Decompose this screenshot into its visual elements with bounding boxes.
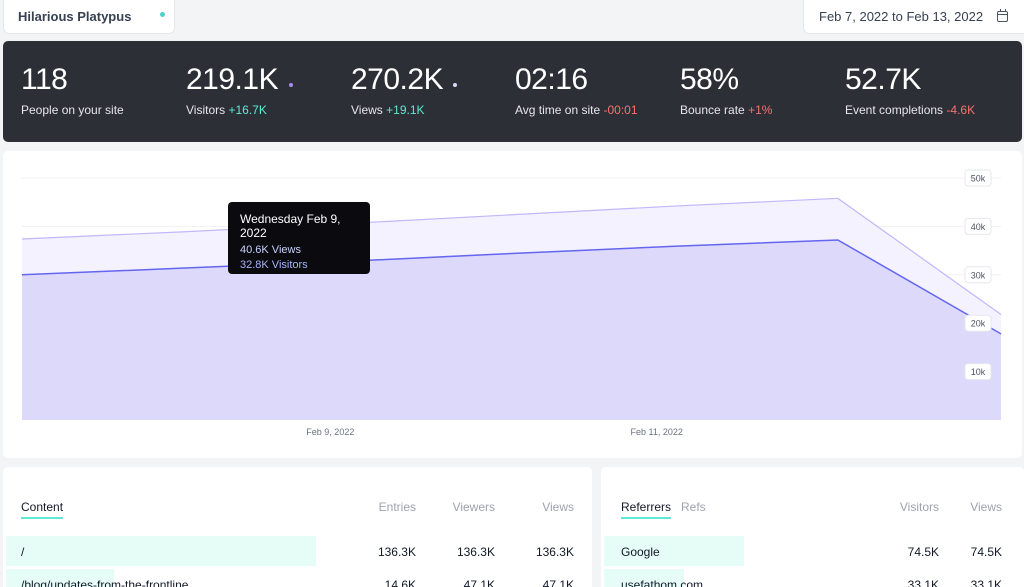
- row-viewers: 47.1K: [463, 578, 495, 587]
- row-entries: 14.6K: [384, 578, 416, 587]
- stat-current-visitors: 118 People on your site: [21, 61, 124, 117]
- stat-avg-time: 02:16 Avg time on site -00:01: [515, 61, 638, 117]
- row-referrer[interactable]: Google: [621, 545, 660, 559]
- y-tick-box: [964, 217, 992, 235]
- date-range-picker[interactable]: Feb 7, 2022 to Feb 13, 2022: [803, 0, 1024, 34]
- row-share-bar: [604, 536, 744, 566]
- stats-panel: 118 People on your site 219.1K Visitors …: [3, 41, 1022, 142]
- stat-value: 219.1K: [186, 63, 279, 96]
- column-header-views[interactable]: Views: [542, 500, 574, 514]
- y-tick-box: [964, 266, 992, 284]
- views-series-dot: [453, 83, 457, 87]
- row-referrer[interactable]: usefathom.com: [621, 578, 704, 587]
- row-views: 136.3K: [535, 545, 574, 559]
- tooltip-visitors: 32.8K Visitors: [240, 259, 308, 271]
- stat-value: 270.2K: [351, 63, 444, 96]
- stat-label: Views +19.1K: [351, 103, 425, 117]
- y-tick-label: 30k: [971, 270, 986, 280]
- y-tick-box: [964, 169, 992, 187]
- stat-event-completions: 52.7K Event completions -4.6K: [845, 61, 975, 117]
- row-views: 47.1K: [542, 578, 574, 587]
- tab-refs[interactable]: Refs: [681, 500, 706, 514]
- traffic-chart[interactable]: 10k 20k 30k 40k 50k Feb 9, 2022 Feb 11, 2022: [3, 151, 1022, 458]
- y-tick-label: 10k: [971, 367, 986, 377]
- y-tick-label: 50k: [971, 174, 986, 184]
- tab-referrers[interactable]: Referrers: [621, 500, 672, 519]
- tooltip-date: Wednesday Feb 9, 2022: [240, 212, 341, 240]
- row-path[interactable]: /blog/updates-from-the-frontline: [21, 578, 189, 587]
- column-header-views[interactable]: Views: [970, 500, 1002, 514]
- content-card: Content Entries Viewers Views / 136.3K 1…: [3, 467, 592, 587]
- stat-value: 118: [21, 63, 68, 96]
- area-visitors: [22, 239, 1001, 420]
- x-tick-label: Feb 11, 2022: [630, 427, 682, 437]
- row-share-bar: [604, 569, 684, 587]
- stat-label: Avg time on site -00:01: [515, 103, 638, 117]
- stat-value: 52.7K: [845, 63, 921, 96]
- stat-change: -4.6K: [946, 103, 976, 117]
- row-visitors: 74.5K: [907, 545, 939, 559]
- stat-label: Visitors +16.7K: [186, 103, 267, 117]
- y-tick-box: [964, 314, 992, 332]
- x-tick-label: Feb 9, 2022: [306, 427, 354, 437]
- stat-visitors[interactable]: 219.1K Visitors +16.7K: [186, 61, 293, 117]
- chart-card[interactable]: 10k 20k 30k 40k 50k Feb 9, 2022 Feb 11, 2022: [3, 151, 1022, 458]
- y-tick-box: [964, 363, 992, 381]
- stat-value: 58%: [680, 63, 739, 96]
- row-share-bar: [6, 536, 316, 566]
- stat-label: People on your site: [21, 103, 124, 117]
- tooltip-views: 40.6K Views: [240, 244, 301, 256]
- site-name: Hilarious Platypus: [18, 9, 132, 24]
- column-header-entries[interactable]: Entries: [378, 500, 416, 514]
- chart-tooltip: Wednesday Feb 9, 2022 40.6K Views 32.8K …: [228, 202, 370, 274]
- table-row[interactable]: / 136.3K 136.3K 136.3K: [3, 536, 592, 566]
- row-entries: 136.3K: [377, 545, 416, 559]
- row-share-bar: [6, 569, 114, 587]
- live-status-dot: [160, 12, 165, 17]
- table-row[interactable]: Google 74.5K 74.5K: [601, 536, 1024, 566]
- stat-change: +16.7K: [228, 103, 267, 117]
- y-tick-label: 40k: [971, 222, 986, 232]
- stat-bounce-rate: 58% Bounce rate +1%: [680, 61, 772, 117]
- row-path[interactable]: /: [21, 545, 25, 559]
- content-title[interactable]: Content: [21, 500, 64, 519]
- stat-change: +19.1K: [386, 103, 425, 117]
- column-header-viewers[interactable]: Viewers: [452, 500, 495, 514]
- stat-label: Event completions -4.6K: [845, 103, 976, 117]
- row-views: 74.5K: [970, 545, 1002, 559]
- stat-change: -00:01: [603, 103, 638, 117]
- row-views: 33.1K: [970, 578, 1002, 587]
- row-visitors: 33.1K: [907, 578, 939, 587]
- column-header-visitors[interactable]: Visitors: [899, 500, 939, 514]
- stat-views[interactable]: 270.2K Views +19.1K: [351, 61, 457, 117]
- stat-value: 02:16: [515, 63, 588, 96]
- date-range-label: Feb 7, 2022 to Feb 13, 2022: [819, 9, 984, 24]
- referrers-card: Referrers Refs Visitors Views Google 74.…: [601, 467, 1024, 587]
- calendar-icon[interactable]: [997, 9, 1008, 22]
- row-viewers: 136.3K: [456, 545, 495, 559]
- table-row[interactable]: usefathom.com 33.1K 33.1K: [601, 569, 1024, 587]
- table-row[interactable]: /blog/updates-from-the-frontline 14.6K 4…: [3, 569, 592, 587]
- site-selector[interactable]: Hilarious Platypus: [3, 0, 175, 34]
- visitors-series-dot: [289, 83, 293, 87]
- stat-label: Bounce rate +1%: [680, 103, 773, 117]
- stat-change: +1%: [748, 103, 773, 117]
- y-tick-label: 20k: [971, 319, 986, 329]
